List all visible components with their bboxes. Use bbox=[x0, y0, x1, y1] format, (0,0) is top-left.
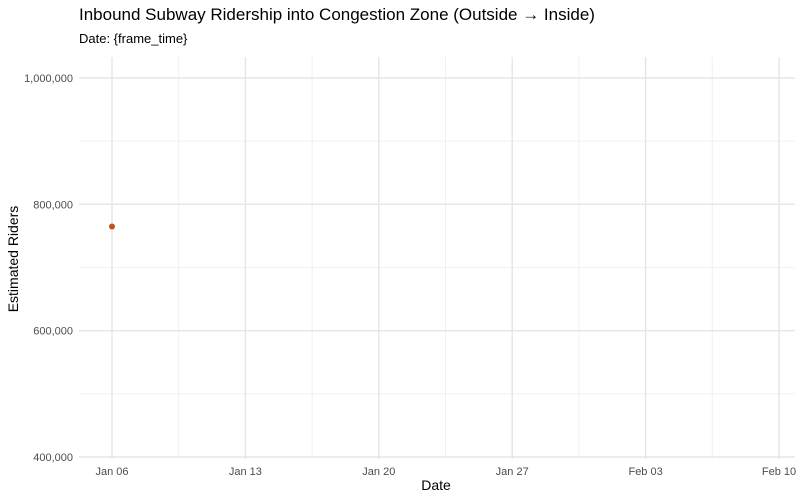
x-tick-label: Jan 20 bbox=[362, 466, 395, 478]
y-axis-title: Estimated Riders bbox=[5, 206, 21, 313]
y-tick-label: 1,000,000 bbox=[24, 73, 73, 85]
x-tick-label: Jan 06 bbox=[95, 466, 128, 478]
x-tick-label: Feb 03 bbox=[628, 466, 662, 478]
chart-subtitle: Date: {frame_time} bbox=[79, 31, 188, 46]
chart-title: Inbound Subway Ridership into Congestion… bbox=[79, 5, 595, 24]
y-tick-label: 600,000 bbox=[33, 326, 73, 338]
y-tick-label: 400,000 bbox=[33, 452, 73, 464]
data-point bbox=[109, 223, 115, 230]
x-tick-label: Feb 10 bbox=[762, 466, 796, 478]
x-axis-title: Date bbox=[421, 477, 451, 493]
x-tick-label: Jan 27 bbox=[496, 466, 529, 478]
x-tick-label: Jan 13 bbox=[229, 466, 262, 478]
y-tick-label: 800,000 bbox=[33, 199, 73, 211]
